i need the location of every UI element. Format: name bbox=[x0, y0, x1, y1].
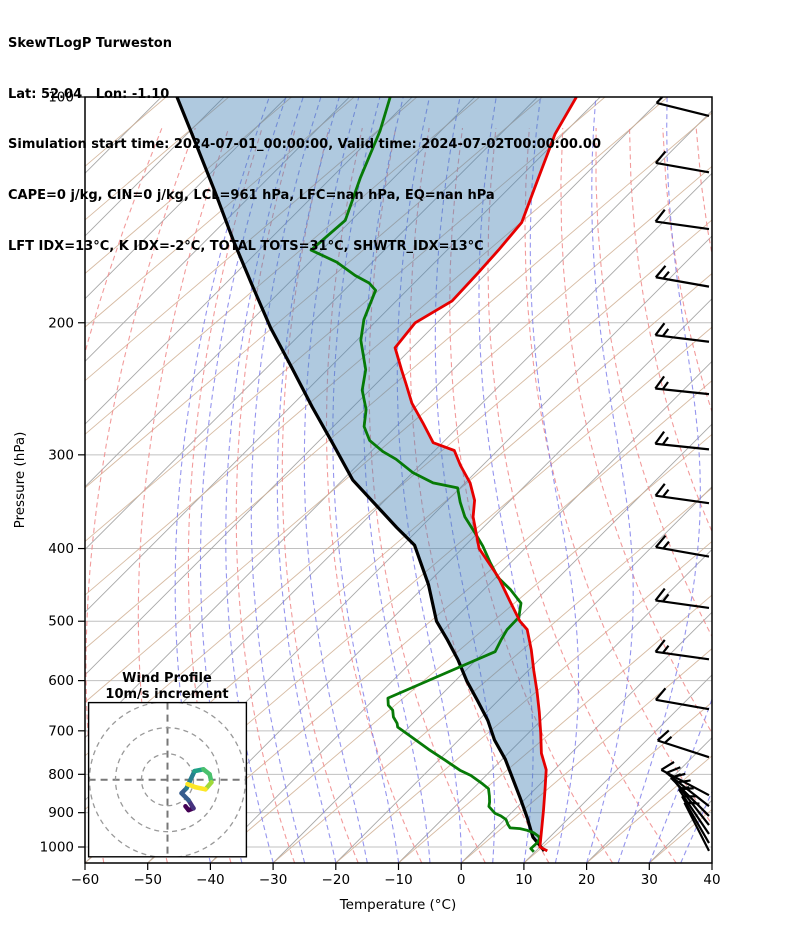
y-tick-label: 900 bbox=[48, 805, 74, 821]
wind-barb bbox=[654, 375, 710, 396]
x-tick-label: −50 bbox=[133, 872, 162, 888]
temperature-curve bbox=[393, 97, 578, 853]
wind-barb bbox=[683, 801, 710, 852]
wind-barb bbox=[654, 687, 710, 711]
sounding-curves bbox=[175, 97, 578, 853]
x-tick-label: −60 bbox=[71, 872, 100, 888]
hodograph-rings bbox=[88, 702, 247, 857]
y-tick-label: 500 bbox=[48, 614, 74, 630]
wind-barb bbox=[654, 430, 710, 451]
header-indices-1: CAPE=0 j/kg, CIN=0 j/kg, LCL=961 hPa, LF… bbox=[8, 187, 495, 203]
hodograph-trace bbox=[179, 767, 214, 813]
y-tick-label: 700 bbox=[48, 723, 74, 739]
wind-barb bbox=[654, 322, 710, 343]
hodograph-box-border bbox=[87, 701, 248, 858]
parcel-temperature-shading bbox=[177, 97, 577, 851]
wind-barb bbox=[654, 483, 710, 505]
x-tick-label: 40 bbox=[703, 872, 720, 888]
header-indices-2: LFT IDX=13°C, K IDX=-2°C, TOTAL TOTS=31°… bbox=[8, 238, 484, 254]
wind-barb bbox=[654, 150, 710, 174]
wind-barb bbox=[654, 639, 710, 661]
x-axis-label: Temperature (°C) bbox=[339, 897, 457, 913]
dewpoint-curve bbox=[309, 97, 542, 853]
wind-barb bbox=[656, 729, 710, 759]
wind-barb bbox=[655, 97, 710, 118]
wind-barb-column bbox=[654, 97, 710, 852]
wind-barb bbox=[654, 265, 710, 288]
y-tick-label: 300 bbox=[48, 447, 74, 463]
parcel-curve bbox=[175, 97, 546, 852]
hodograph-inset: Wind Profile 10m/s increment bbox=[87, 671, 248, 858]
chart-header: SkewTLogP Turweston Lat: 52.04 Lon: -1.1… bbox=[8, 2, 601, 289]
cape-shading bbox=[177, 97, 577, 851]
x-tick-label: 0 bbox=[457, 872, 466, 888]
y-axis-label: Pressure (hPa) bbox=[12, 432, 28, 529]
x-tick-label: 20 bbox=[578, 872, 595, 888]
x-tick-label: −30 bbox=[259, 872, 288, 888]
y-tick-label: 100 bbox=[48, 90, 74, 106]
y-tick-label: 400 bbox=[48, 541, 74, 557]
y-tick-label: 800 bbox=[48, 767, 74, 783]
y-tick-label: 1000 bbox=[40, 840, 74, 856]
axes: −60 −50 −40 −30 −20 −10 0 10 20 30 40 100 200 300 400 5… bbox=[40, 90, 721, 889]
hodograph-subtitle: 10m/s increment bbox=[105, 687, 228, 702]
x-tick-label: −10 bbox=[384, 872, 413, 888]
y-tick-label: 600 bbox=[48, 673, 74, 689]
wind-barb bbox=[654, 535, 710, 558]
hodograph-title: Wind Profile bbox=[122, 671, 212, 686]
header-title: SkewTLogP Turweston bbox=[8, 35, 172, 51]
x-tick-label: 30 bbox=[641, 872, 658, 888]
x-tick-label: 10 bbox=[515, 872, 532, 888]
x-tick-label: −40 bbox=[196, 872, 225, 888]
wind-barb bbox=[654, 587, 710, 610]
wind-barb bbox=[654, 209, 710, 231]
y-tick-label: 200 bbox=[48, 315, 74, 331]
x-tick-label: −20 bbox=[322, 872, 351, 888]
header-latlon: Lat: 52.04 Lon: -1.10 bbox=[8, 86, 170, 102]
header-times: Simulation start time: 2024-07-01_00:00:… bbox=[8, 137, 601, 153]
